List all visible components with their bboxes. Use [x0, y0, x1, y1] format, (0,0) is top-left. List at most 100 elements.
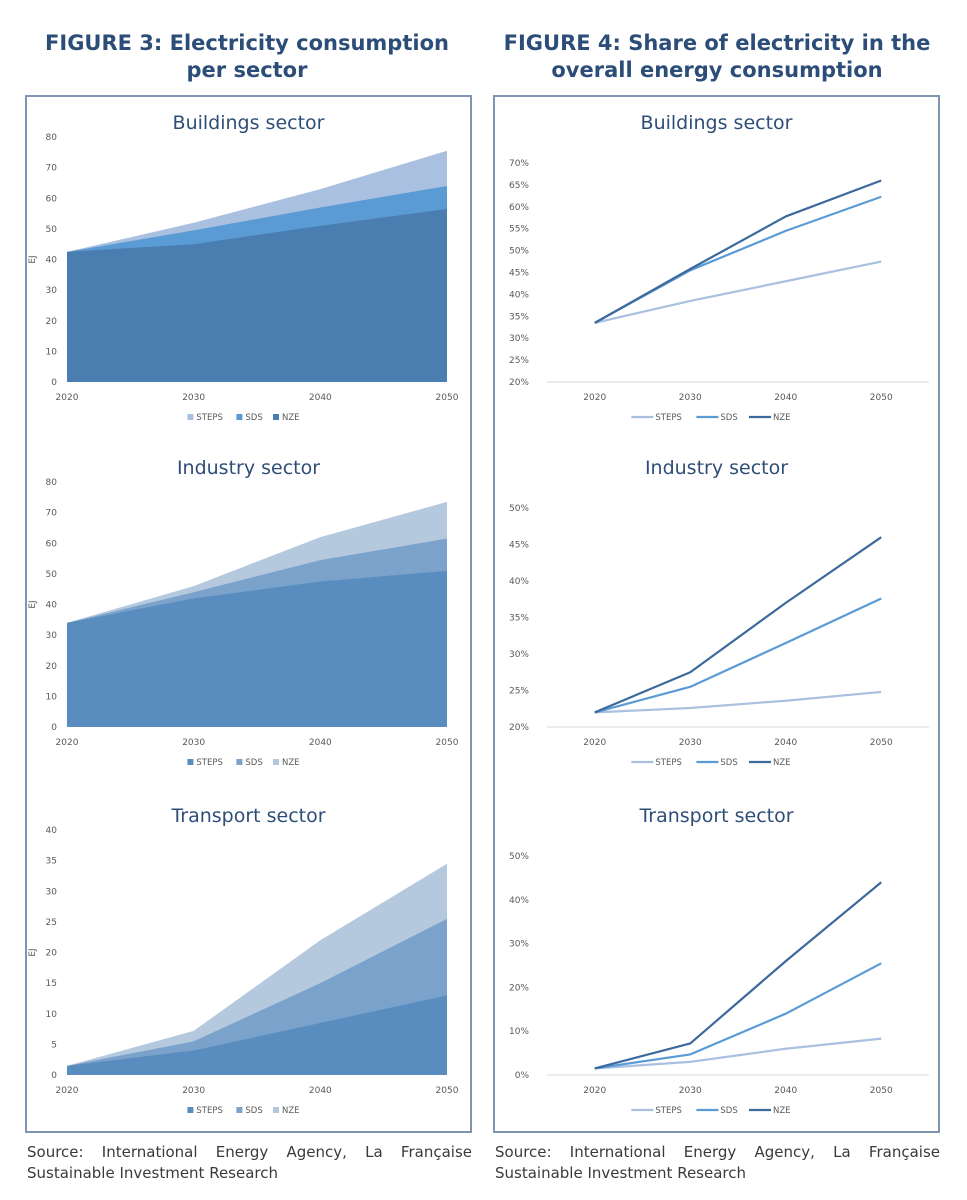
figure-3-source: Source: International Energy Agency, La …	[27, 1143, 472, 1182]
y-tick-label: 10	[46, 1010, 58, 1020]
legend-label: NZE	[282, 1106, 300, 1116]
legend-swatch	[187, 414, 194, 420]
x-tick-label: 2040	[774, 1086, 797, 1096]
y-tick-label: 10%	[509, 1027, 529, 1037]
line-nze	[594, 881, 882, 1070]
x-tick-label: 2040	[309, 1086, 332, 1096]
y-tick-label: 20%	[509, 723, 529, 733]
figure-3-panel: Buildings sector 0 10 20 30 40 50 60 70 80 EJ 2020 2…	[25, 95, 472, 1133]
legend-item-sds: SDS	[696, 758, 738, 768]
legend-swatch	[236, 759, 243, 765]
legend-item-steps: STEPS	[187, 413, 223, 423]
y-tick-label: 50%	[509, 247, 529, 257]
line-sds	[594, 195, 882, 324]
y-tick-label: 30%	[509, 650, 529, 660]
legend-label: SDS	[720, 413, 737, 423]
legend-item-steps: STEPS	[631, 1106, 682, 1116]
line-steps	[594, 1037, 882, 1070]
y-tick-label: 10	[46, 692, 58, 702]
y-tick-label: 40	[46, 601, 58, 611]
fig3-transport-title: Transport sector	[170, 805, 325, 827]
x-tick-label: 2030	[679, 1086, 702, 1096]
legend-item-sds: SDS	[696, 413, 738, 423]
y-tick-label: 25	[46, 918, 57, 928]
legend-label: STEPS	[655, 1106, 681, 1116]
legend-label: STEPS	[655, 413, 681, 423]
legend-label: SDS	[720, 1106, 737, 1116]
legend-swatch	[187, 759, 194, 765]
legend-label: STEPS	[196, 1106, 222, 1116]
legend-item-steps: STEPS	[631, 758, 682, 768]
y-tick-label: 0%	[515, 1071, 530, 1081]
area-steps	[67, 995, 447, 1075]
line-steps	[594, 690, 882, 714]
y-tick-label: 40	[46, 826, 58, 836]
y-tick-label: 35%	[509, 312, 529, 322]
legend-label: NZE	[773, 758, 791, 768]
figure-3-title-line-2: per sector	[186, 58, 308, 82]
legend-label: SDS	[245, 413, 262, 423]
legend-item-nze: NZE	[749, 413, 791, 423]
area-nze	[67, 208, 447, 382]
y-tick-label: 0	[51, 378, 57, 388]
figure-4-title-line-2: overall energy consumption	[551, 58, 883, 82]
legend-swatch	[273, 1107, 279, 1113]
y-tick-label: 30%	[509, 334, 529, 344]
x-tick-label: 2050	[870, 738, 893, 748]
y-tick-label: 30	[46, 631, 58, 641]
legend-item-sds: SDS	[236, 413, 263, 423]
legend-item-nze: NZE	[273, 413, 300, 423]
legend-item-nze: NZE	[273, 758, 300, 768]
figure-4-source: Source: International Energy Agency, La …	[495, 1143, 940, 1182]
line-steps	[594, 260, 882, 324]
legend-label: NZE	[773, 1106, 791, 1116]
legend-item-nze: NZE	[749, 1106, 791, 1116]
y-tick-label: 20%	[509, 378, 529, 388]
legend-item-steps: STEPS	[187, 758, 223, 768]
x-tick-label: 2040	[774, 393, 797, 403]
x-tick-label: 2020	[56, 393, 79, 403]
legend-item-nze: NZE	[273, 1106, 300, 1116]
y-tick-label: 50%	[509, 852, 529, 862]
x-tick-label: 2020	[583, 738, 606, 748]
legend-swatch	[273, 414, 279, 420]
legend-item-sds: SDS	[236, 758, 263, 768]
legend-item-steps: STEPS	[187, 1106, 223, 1116]
x-tick-label: 2020	[56, 1086, 79, 1096]
legend-swatch	[187, 1107, 194, 1113]
y-tick-label: 40%	[509, 896, 529, 906]
y-tick-label: 50%	[509, 504, 529, 514]
x-tick-label: 2030	[182, 393, 205, 403]
legend-item-steps: STEPS	[631, 413, 682, 423]
line-sds	[594, 597, 882, 714]
x-tick-label: 2040	[774, 738, 797, 748]
y-tick-label: 30	[46, 286, 58, 296]
y-tick-label: 30	[46, 887, 58, 897]
y-tick-label: 35	[46, 857, 57, 867]
y-tick-label: 70%	[509, 159, 529, 169]
fig3-transport-chart: Transport sector 0 5 10 15 20 25 30 35 40 EJ 2020 20…	[28, 805, 459, 1116]
legend-label: STEPS	[196, 758, 222, 768]
x-tick-label: 2050	[870, 393, 893, 403]
figure-4-title-line-1: FIGURE 4: Share of electricity in the	[503, 31, 931, 55]
y-tick-label: 60%	[509, 203, 529, 213]
legend-swatch	[236, 1107, 243, 1113]
y-tick-label: 20	[46, 949, 58, 959]
figure-4-title: FIGURE 4: Share of electricity in the ov…	[492, 30, 942, 84]
x-tick-label: 2020	[583, 1086, 606, 1096]
legend-label: SDS	[245, 1106, 262, 1116]
legend-label: NZE	[773, 413, 791, 423]
x-tick-label: 2020	[583, 393, 606, 403]
y-tick-label: 65%	[509, 181, 529, 191]
y-tick-label: 20	[46, 662, 58, 672]
y-tick-label: 0	[51, 723, 57, 733]
y-tick-label: 5	[51, 1040, 57, 1050]
y-tick-label: 15	[46, 979, 57, 989]
x-tick-label: 2030	[679, 738, 702, 748]
legend-label: NZE	[282, 758, 300, 768]
fig4-industry-chart: Industry sector 20% 25% 30% 35% 40% 45% 50% 2020…	[509, 457, 929, 768]
area-steps	[67, 570, 447, 727]
y-tick-label: 60	[46, 194, 58, 204]
y-axis-title: EJ	[28, 600, 38, 608]
legend-label: SDS	[720, 758, 737, 768]
